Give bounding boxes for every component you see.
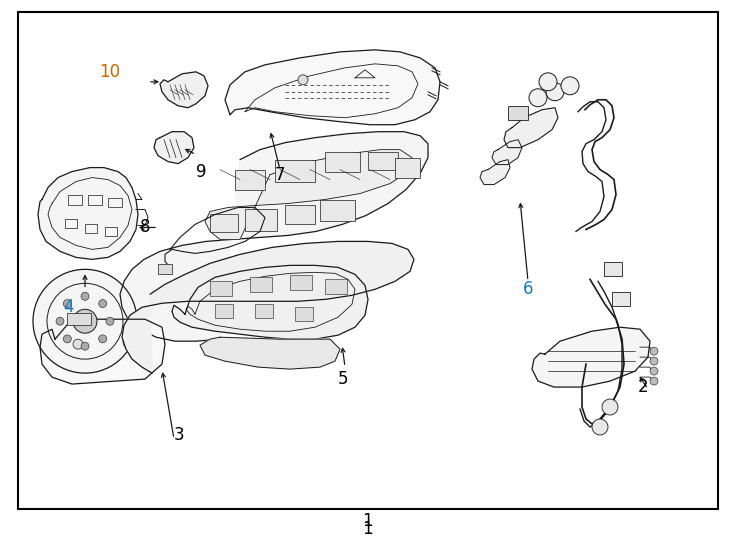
Circle shape [63, 300, 71, 308]
Circle shape [81, 342, 89, 350]
Text: 10: 10 [99, 63, 120, 81]
Circle shape [298, 75, 308, 85]
Bar [235, 170, 265, 190]
Bar [245, 210, 277, 232]
Polygon shape [492, 140, 522, 165]
Bar [250, 278, 272, 292]
Bar [88, 194, 102, 205]
Circle shape [33, 269, 137, 373]
Polygon shape [40, 319, 165, 384]
Circle shape [650, 367, 658, 375]
Polygon shape [38, 167, 138, 259]
Polygon shape [120, 132, 428, 341]
Text: 2: 2 [638, 378, 649, 396]
Polygon shape [200, 337, 340, 369]
Bar [68, 194, 82, 205]
Polygon shape [225, 50, 440, 125]
Circle shape [650, 347, 658, 355]
Text: 6: 6 [523, 280, 533, 298]
Circle shape [650, 377, 658, 385]
Circle shape [63, 335, 71, 343]
Text: 3: 3 [174, 426, 185, 444]
Bar [210, 281, 232, 296]
Bar [215, 304, 233, 318]
Bar [368, 152, 398, 170]
Polygon shape [154, 132, 194, 164]
Bar [295, 307, 313, 321]
Bar [67, 313, 91, 325]
Polygon shape [205, 150, 412, 239]
Circle shape [650, 357, 658, 365]
Bar [108, 198, 122, 207]
Circle shape [73, 339, 83, 349]
Bar [395, 158, 420, 178]
Bar [325, 279, 347, 294]
Bar [612, 292, 630, 306]
Bar [255, 304, 273, 318]
Text: 1: 1 [362, 512, 372, 530]
Bar [285, 205, 315, 225]
Bar [604, 262, 622, 276]
Bar [275, 160, 315, 181]
Circle shape [529, 89, 547, 107]
Text: 1: 1 [362, 519, 372, 538]
Text: 5: 5 [338, 370, 349, 388]
Bar [85, 225, 97, 233]
Text: 9: 9 [196, 163, 206, 180]
Bar [508, 106, 528, 120]
Circle shape [98, 300, 106, 308]
Polygon shape [480, 160, 510, 185]
Bar [105, 227, 117, 237]
Circle shape [123, 331, 143, 351]
Polygon shape [160, 72, 208, 108]
Bar [325, 152, 360, 172]
Bar [65, 219, 77, 228]
Circle shape [602, 399, 618, 415]
Circle shape [81, 292, 89, 300]
Text: 7: 7 [275, 166, 286, 184]
Circle shape [561, 77, 579, 95]
Circle shape [592, 419, 608, 435]
Text: 8: 8 [140, 219, 150, 237]
Text: 4: 4 [62, 298, 73, 316]
Polygon shape [172, 265, 368, 339]
Polygon shape [122, 241, 414, 373]
Bar [158, 265, 172, 274]
Circle shape [539, 73, 557, 91]
Bar [290, 275, 312, 291]
Circle shape [546, 83, 564, 101]
Bar [320, 199, 355, 221]
Circle shape [98, 335, 106, 343]
Bar [210, 214, 238, 232]
Circle shape [73, 309, 97, 333]
Polygon shape [532, 327, 650, 387]
Polygon shape [504, 108, 558, 147]
Circle shape [56, 317, 64, 325]
Circle shape [106, 317, 114, 325]
